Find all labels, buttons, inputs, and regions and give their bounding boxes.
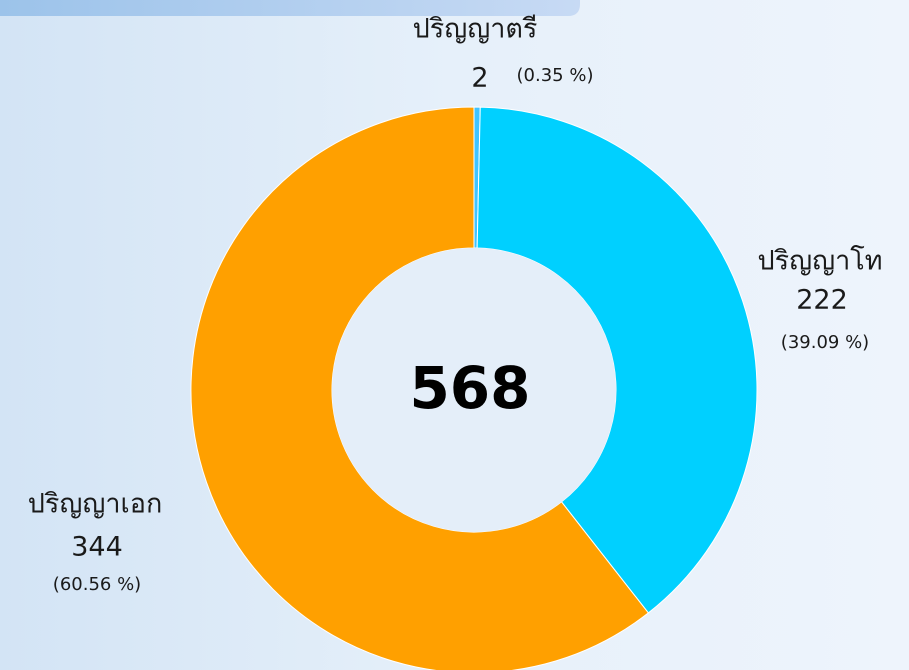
percent-label: (39.09 %) bbox=[781, 332, 869, 353]
header-tab bbox=[0, 0, 580, 16]
value-label: 344 bbox=[71, 532, 123, 563]
category-label: ปริญญาโท bbox=[757, 246, 882, 277]
category-label: ปริญญาตรี bbox=[413, 14, 538, 45]
value-label: 2 bbox=[471, 63, 488, 94]
donut bbox=[190, 106, 758, 670]
percent-label: (0.35 %) bbox=[517, 65, 594, 86]
category-label: ปริญญาเอก bbox=[28, 489, 163, 520]
donut-hole bbox=[332, 248, 616, 532]
total-label: 568 bbox=[409, 354, 530, 422]
value-label: 222 bbox=[796, 285, 848, 316]
percent-label: (60.56 %) bbox=[53, 574, 141, 595]
